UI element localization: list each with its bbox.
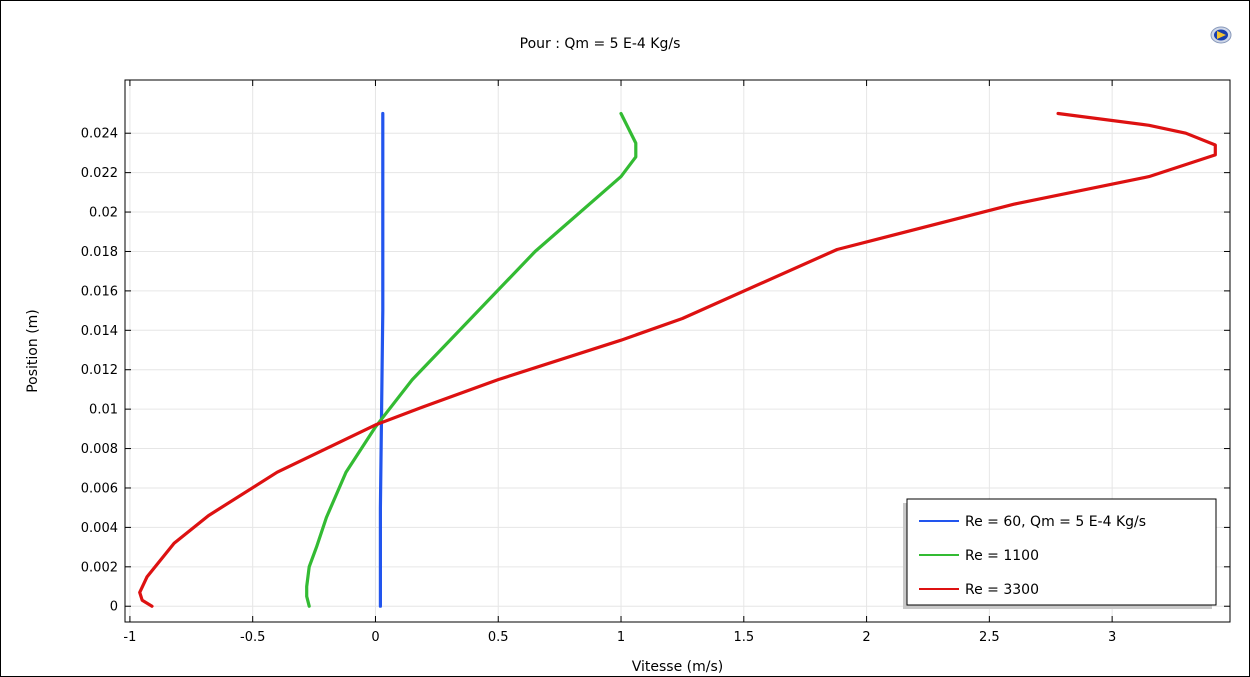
x-tick-label: 3 [1108,630,1116,645]
y-tick-label: 0.01 [89,403,118,418]
y-tick-label: 0.008 [81,442,118,457]
legend-label: Re = 60, Qm = 5 E-4 Kg/s [965,514,1146,530]
x-tick-label: -1 [123,630,136,645]
y-tick-label: 0.002 [81,560,118,575]
y-tick-label: 0.024 [81,127,118,142]
x-tick-label: 2.5 [979,630,1000,645]
legend-label: Re = 3300 [965,582,1039,598]
comsol-logo-icon[interactable] [1209,25,1233,45]
y-tick-label: 0.014 [81,324,118,339]
x-axis-label: Vitesse (m/s) [632,659,724,675]
axis-ticks: -1 -0.5 0 0.5 1 1.5 2 2.5 3 0 0.002 0.004 0.006 0.008… [81,80,1230,645]
y-tick-label: 0.004 [81,521,118,536]
series-line-2 [305,111,638,608]
legend: Re = 60, Qm = 5 E-4 Kg/s Re = 1100 Re = 33… [903,498,1217,609]
chart-title: Pour : Qm = 5 E-4 Kg/s [519,36,681,52]
plot-area [124,79,1231,623]
x-tick-label: 2 [862,630,870,645]
y-tick-label: 0.006 [81,481,118,496]
y-tick-label: 0.016 [81,284,118,299]
x-tick-label: 0 [371,630,379,645]
legend-box [906,498,1217,606]
y-tick-label: 0 [110,600,118,615]
x-tick-label: 1.5 [733,630,754,645]
y-tick-label: 0.022 [81,166,118,181]
y-tick-label: 0.018 [81,245,118,260]
series-line-1 [378,111,385,608]
legend-label: Re = 1100 [965,548,1039,564]
y-tick-label: 0.02 [89,206,118,221]
series [138,111,1217,608]
y-axis-label: Position (m) [25,309,41,393]
series-line-3 [138,111,1217,608]
x-tick-label: 1 [617,630,625,645]
y-tick-label: 0.012 [81,363,118,378]
x-tick-label: 0.5 [488,630,509,645]
x-tick-label: -0.5 [240,630,265,645]
